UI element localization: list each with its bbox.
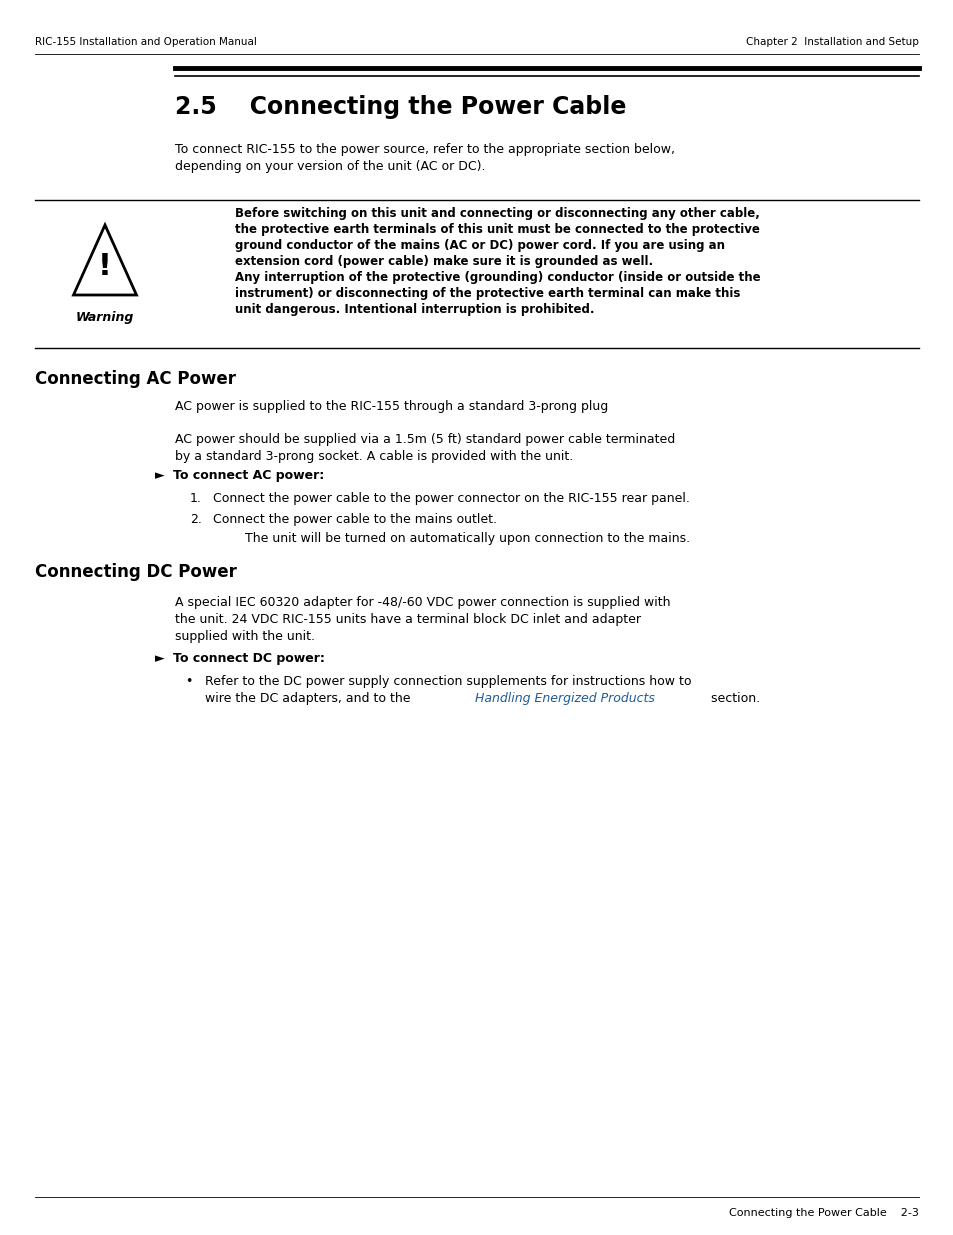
Text: instrument) or disconnecting of the protective earth terminal can make this: instrument) or disconnecting of the prot… bbox=[234, 287, 740, 300]
Text: Connecting AC Power: Connecting AC Power bbox=[35, 370, 235, 388]
Text: extension cord (power cable) make sure it is grounded as well.: extension cord (power cable) make sure i… bbox=[234, 254, 653, 268]
Text: To connect DC power:: To connect DC power: bbox=[172, 652, 325, 664]
Text: To connect RIC-155 to the power source, refer to the appropriate section below,: To connect RIC-155 to the power source, … bbox=[174, 143, 675, 156]
Text: 2.5    Connecting the Power Cable: 2.5 Connecting the Power Cable bbox=[174, 95, 626, 119]
Text: Handling Energized Products: Handling Energized Products bbox=[475, 692, 655, 705]
Text: RIC-155 Installation and Operation Manual: RIC-155 Installation and Operation Manua… bbox=[35, 37, 256, 47]
Text: the protective earth terminals of this unit must be connected to the protective: the protective earth terminals of this u… bbox=[234, 224, 760, 236]
Text: Connect the power cable to the power connector on the RIC-155 rear panel.: Connect the power cable to the power con… bbox=[213, 492, 689, 505]
Text: The unit will be turned on automatically upon connection to the mains.: The unit will be turned on automatically… bbox=[245, 532, 689, 545]
Text: 1.: 1. bbox=[190, 492, 202, 505]
Text: •: • bbox=[185, 676, 193, 688]
Text: Any interruption of the protective (grounding) conductor (inside or outside the: Any interruption of the protective (grou… bbox=[234, 270, 760, 284]
Text: section.: section. bbox=[707, 692, 760, 705]
Text: !: ! bbox=[98, 252, 112, 282]
Text: AC power is supplied to the RIC-155 through a standard 3-prong plug: AC power is supplied to the RIC-155 thro… bbox=[174, 400, 608, 412]
Text: Connect the power cable to the mains outlet.: Connect the power cable to the mains out… bbox=[213, 513, 497, 526]
Text: AC power should be supplied via a 1.5m (5 ft) standard power cable terminated: AC power should be supplied via a 1.5m (… bbox=[174, 433, 675, 446]
Text: Warning: Warning bbox=[75, 310, 134, 324]
Text: 2.: 2. bbox=[190, 513, 202, 526]
Text: A special IEC 60320 adapter for -48/-60 VDC power connection is supplied with: A special IEC 60320 adapter for -48/-60 … bbox=[174, 597, 670, 609]
Text: To connect AC power:: To connect AC power: bbox=[172, 469, 324, 482]
Text: supplied with the unit.: supplied with the unit. bbox=[174, 630, 314, 643]
Text: Connecting the Power Cable    2-3: Connecting the Power Cable 2-3 bbox=[728, 1208, 918, 1218]
Text: unit dangerous. Intentional interruption is prohibited.: unit dangerous. Intentional interruption… bbox=[234, 303, 594, 316]
Text: ►: ► bbox=[154, 652, 165, 664]
Text: Before switching on this unit and connecting or disconnecting any other cable,: Before switching on this unit and connec… bbox=[234, 207, 760, 220]
Text: depending on your version of the unit (AC or DC).: depending on your version of the unit (A… bbox=[174, 161, 485, 173]
Text: ►: ► bbox=[154, 469, 165, 482]
Text: Connecting DC Power: Connecting DC Power bbox=[35, 563, 236, 580]
Text: Chapter 2  Installation and Setup: Chapter 2 Installation and Setup bbox=[745, 37, 918, 47]
Text: wire the DC adapters, and to the: wire the DC adapters, and to the bbox=[205, 692, 414, 705]
Text: Refer to the DC power supply connection supplements for instructions how to: Refer to the DC power supply connection … bbox=[205, 676, 691, 688]
Text: ground conductor of the mains (AC or DC) power cord. If you are using an: ground conductor of the mains (AC or DC)… bbox=[234, 240, 724, 252]
Text: by a standard 3-prong socket. A cable is provided with the unit.: by a standard 3-prong socket. A cable is… bbox=[174, 450, 573, 463]
Text: the unit. 24 VDC RIC-155 units have a terminal block DC inlet and adapter: the unit. 24 VDC RIC-155 units have a te… bbox=[174, 613, 640, 626]
